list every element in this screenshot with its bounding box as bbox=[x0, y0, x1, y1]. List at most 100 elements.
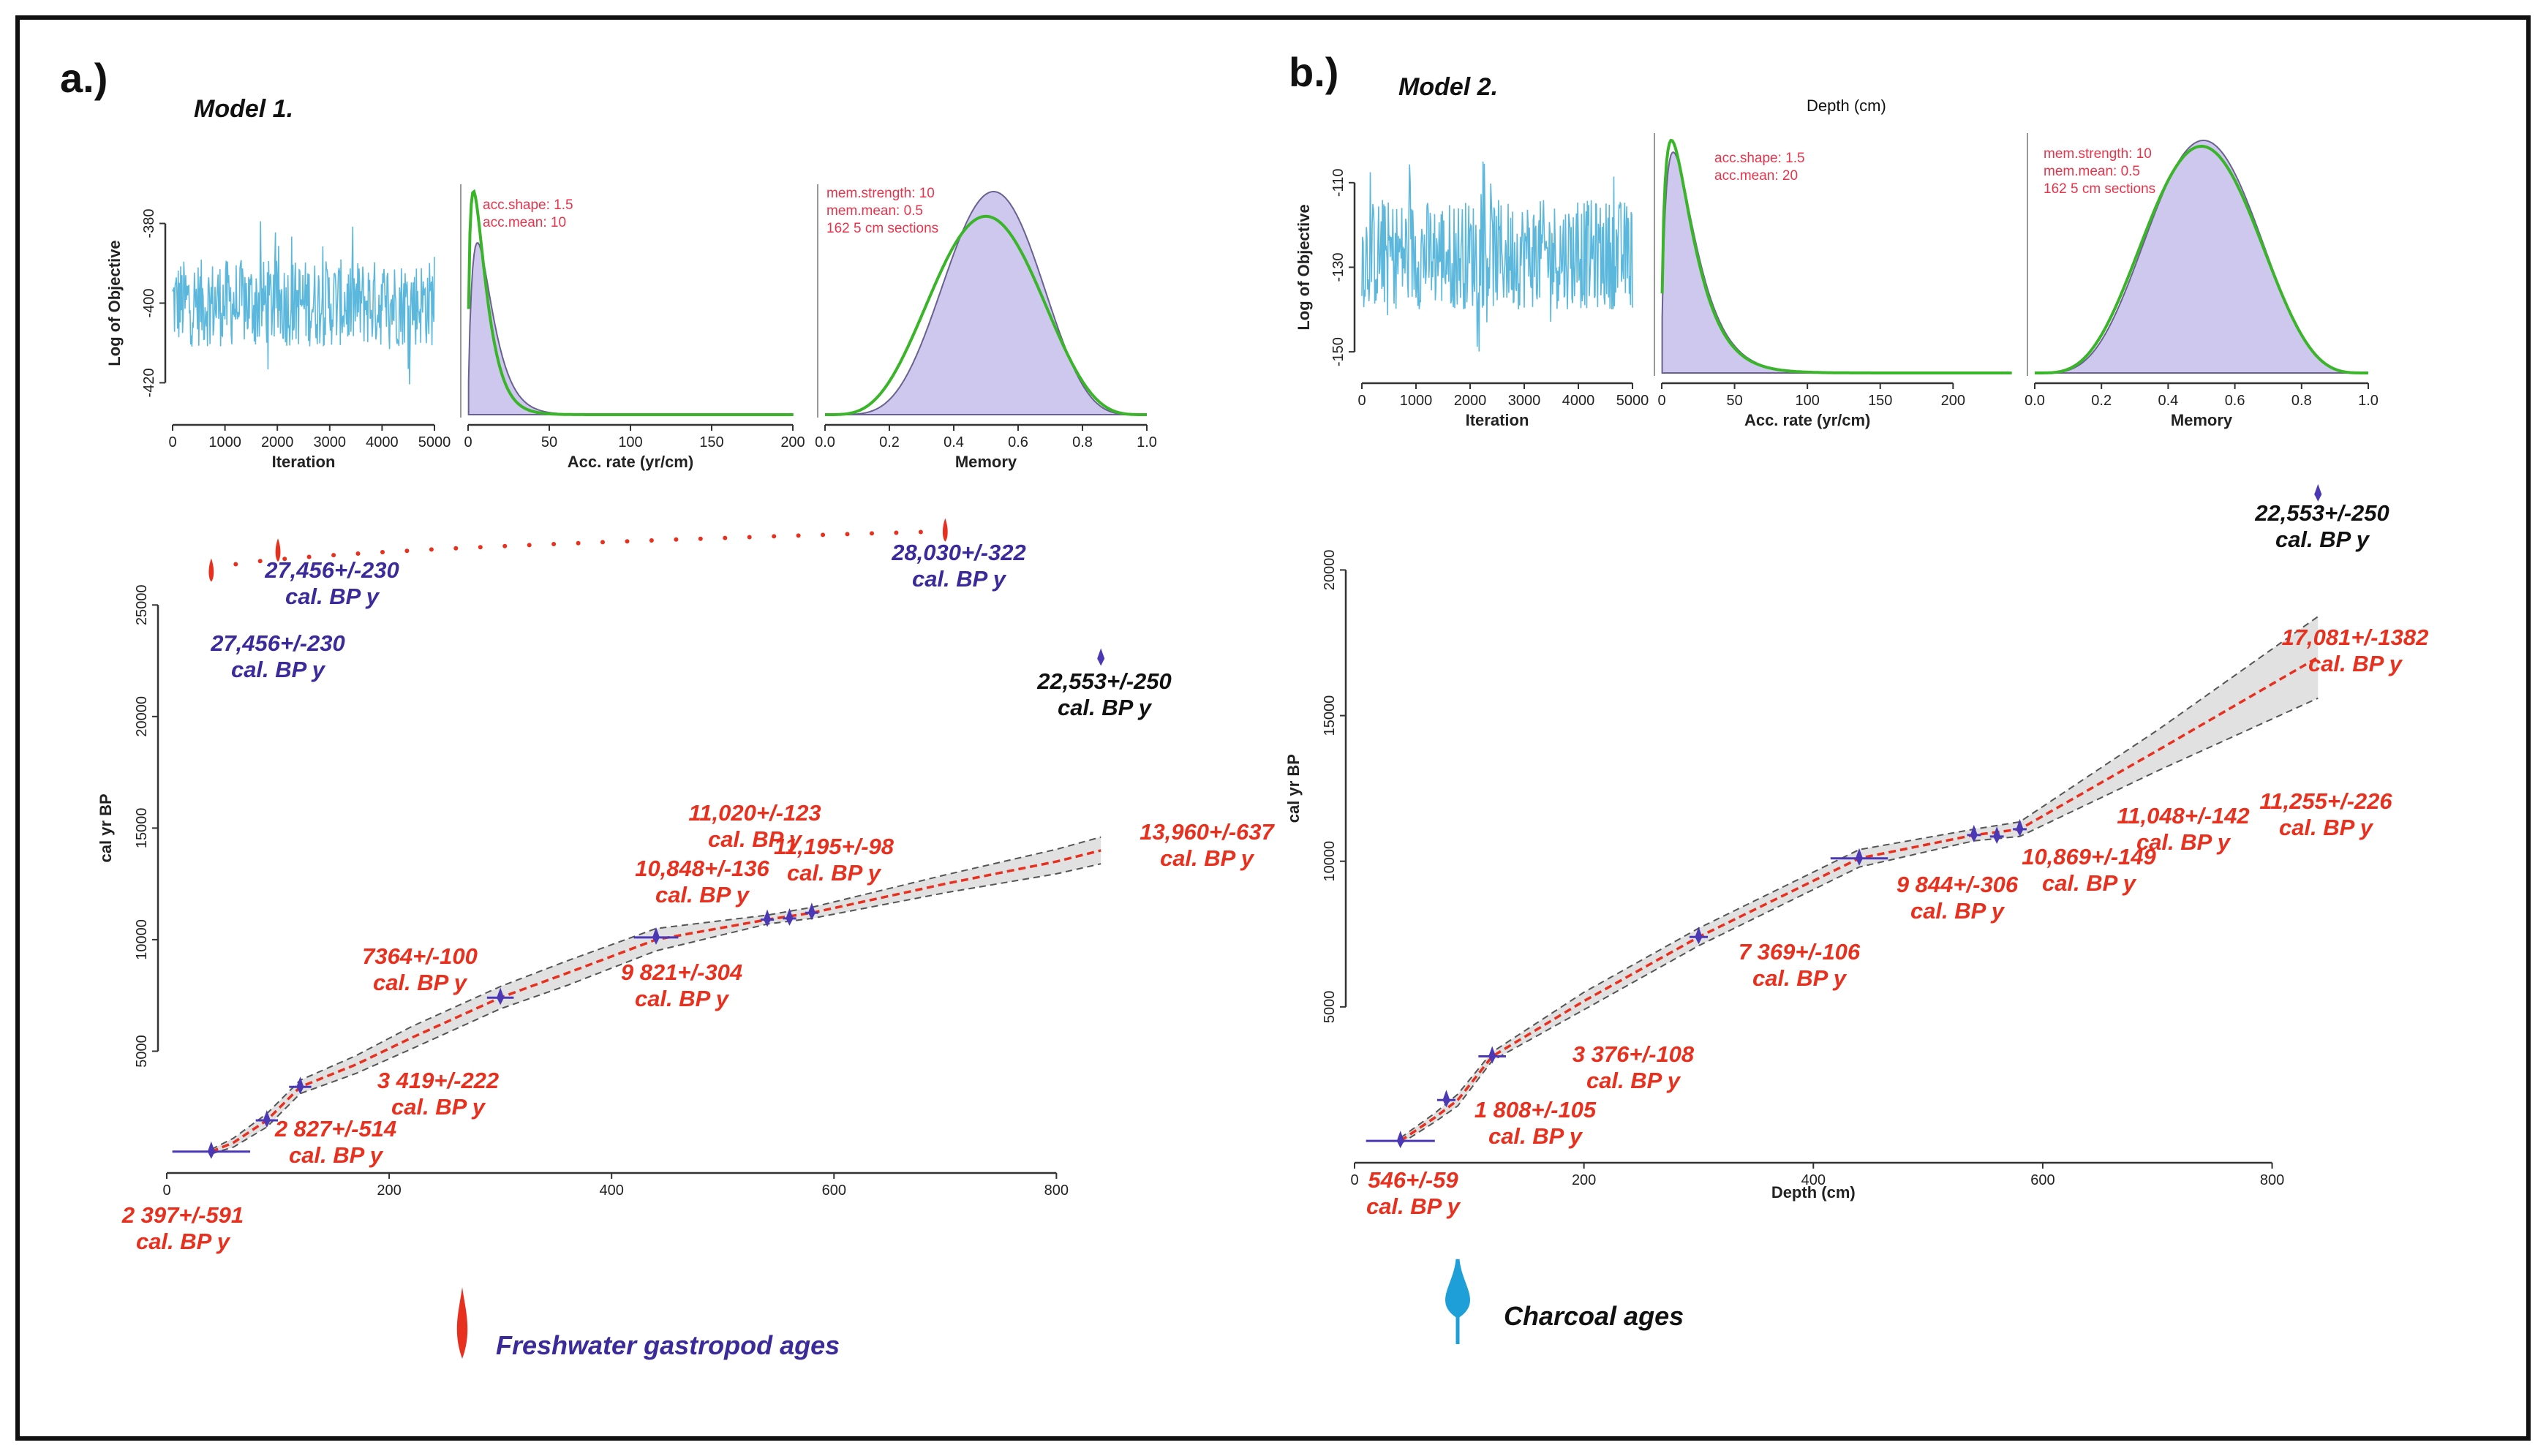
a-main-outlier-dot bbox=[772, 534, 777, 539]
b-main-age-label: 9 844+/-306 bbox=[1897, 872, 2019, 897]
b-memory-x-tick-label: 0.4 bbox=[2158, 393, 2178, 409]
b-accrate-posterior-area bbox=[1661, 151, 2012, 374]
b-main-age-label: cal. BP y bbox=[1586, 1068, 1681, 1093]
panel-b: 0 1000 2000 3000 4000 5000Iteration-150-130-1… bbox=[1284, 133, 2428, 1219]
a-main-date-marker bbox=[207, 1141, 215, 1159]
a-main-date-marker bbox=[1097, 648, 1105, 666]
a-memory-x-tick-label: 1.0 bbox=[1137, 434, 1157, 450]
a-main-age-label: 2 397+/-591 bbox=[121, 1202, 244, 1228]
a-main-outlier-dot bbox=[551, 542, 557, 546]
b-main-age-label: 22,553+/-250 bbox=[2254, 500, 2389, 526]
a-trace-x-tick-label: 1000 bbox=[208, 434, 241, 450]
b-main-date-marker bbox=[1695, 927, 1703, 945]
a-main-date-marker bbox=[652, 927, 660, 945]
a-trace-x-tick-label: 3000 bbox=[314, 434, 347, 450]
a-main-age-label: cal. BP y bbox=[708, 826, 803, 852]
a-main-date-marker bbox=[807, 902, 816, 921]
a-accrate-x-tick-label: 0 bbox=[464, 434, 472, 450]
b-main-y-label: cal yr BP bbox=[1284, 754, 1303, 823]
b-main-x-label: Depth (cm) bbox=[1771, 1183, 1856, 1202]
legend-gastropod: Freshwater gastropod ages bbox=[456, 1287, 840, 1360]
a-trace-trace-line bbox=[172, 221, 435, 385]
a-main-age-label: cal. BP y bbox=[289, 1142, 384, 1168]
b-accrate-param-text: acc.mean: 20 bbox=[1714, 168, 1798, 184]
b-trace-x-tick-label: 0 bbox=[1357, 393, 1366, 409]
a-main-outlier-dot bbox=[698, 536, 703, 541]
a-main-x-tick-label: 200 bbox=[377, 1182, 401, 1199]
b-trace-y-tick-label: -150 bbox=[1330, 337, 1347, 366]
a-accrate-x-tick-label: 50 bbox=[541, 434, 557, 450]
a-main-age-label: 2 827+/-514 bbox=[274, 1116, 396, 1142]
a-main-outlier-dot bbox=[796, 533, 801, 538]
b-main-age-label: 11,048+/-142 bbox=[2117, 803, 2249, 829]
a-memory-x-tick-label: 0.8 bbox=[1072, 434, 1093, 450]
a-main-age-label: cal. BP y bbox=[1058, 695, 1153, 720]
b-main-x-tick-label: 0 bbox=[1350, 1172, 1358, 1188]
b-main-age-label: 11,255+/-226 bbox=[2259, 788, 2392, 814]
b-main-date-marker bbox=[2016, 818, 2024, 837]
a-main-outlier-dot bbox=[355, 551, 361, 556]
b-accrate-param-text: acc.shape: 1.5 bbox=[1714, 151, 1805, 166]
a-main-age-label: cal. BP y bbox=[787, 860, 882, 886]
b-main-y-tick-label: 10000 bbox=[1322, 841, 1338, 882]
a-accrate-x-tick-label: 200 bbox=[780, 434, 805, 450]
panel-a: 0 1000 2000 3000 4000 5000Iteration-420-400-3… bbox=[97, 184, 1276, 1254]
a-main-outlier-dot bbox=[747, 535, 752, 540]
a-main-age-label: cal. BP y bbox=[373, 970, 468, 995]
b-main-age-label: cal. BP y bbox=[1910, 898, 2005, 924]
a-main-outlier-dot bbox=[576, 540, 581, 546]
b-trace-x-tick-label: 4000 bbox=[1562, 393, 1595, 409]
a-main-age-label: cal. BP y bbox=[912, 566, 1007, 592]
b-memory-param-text: mem.mean: 0.5 bbox=[2044, 164, 2140, 179]
b-memory-prior-line bbox=[2035, 144, 2368, 374]
a-trace-x-tick-label: 5000 bbox=[418, 434, 451, 450]
a-trace-y-tick-label: -380 bbox=[141, 209, 157, 238]
b-main-age-label: 1 808+/-105 bbox=[1475, 1097, 1597, 1123]
panel-a-title: Model 1. bbox=[194, 95, 293, 123]
a-main-age-label: 11,020+/-123 bbox=[688, 800, 821, 826]
a-main-date-marker bbox=[786, 908, 794, 926]
b-main-age-label: cal. BP y bbox=[2042, 870, 2137, 896]
a-trace-y-tick-label: -400 bbox=[141, 288, 157, 317]
a-main-outlier-marker bbox=[275, 538, 281, 562]
b-trace-y-tick-label: -130 bbox=[1330, 252, 1347, 282]
a-main-outlier-dot bbox=[918, 529, 923, 535]
a-main-outlier-marker bbox=[942, 518, 948, 542]
a-main-age-label: 9 821+/-304 bbox=[621, 959, 742, 985]
charcoal-marker-icon bbox=[1445, 1259, 1470, 1344]
a-main-age-label: cal. BP y bbox=[136, 1229, 231, 1254]
a-trace-x-tick-label: 2000 bbox=[261, 434, 294, 450]
a-main-y-tick-label: 20000 bbox=[134, 696, 150, 737]
b-main-age-label: cal. BP y bbox=[2279, 815, 2374, 840]
a-trace-x-tick-label: 4000 bbox=[366, 434, 399, 450]
b-memory-param-text: 162 5 cm sections bbox=[2044, 181, 2155, 197]
b-memory-x-label: Memory bbox=[2171, 411, 2233, 429]
a-main-ci-lower-line bbox=[211, 863, 1101, 1155]
b-main-y-tick-label: 20000 bbox=[1322, 550, 1338, 591]
a-main-age-label: 13,960+/-637 bbox=[1140, 819, 1275, 845]
a-main-outlier-dot bbox=[674, 537, 679, 542]
b-main-date-marker bbox=[1488, 1046, 1496, 1064]
b-memory-x-tick-label: 0.0 bbox=[2025, 393, 2045, 409]
a-main-x-tick-label: 600 bbox=[822, 1182, 846, 1199]
a-main-outlier-dot bbox=[502, 543, 508, 548]
legend-gastropod-label: Freshwater gastropod ages bbox=[496, 1330, 840, 1360]
b-accrate-x-tick-label: 150 bbox=[1868, 393, 1892, 409]
b-main-age-label: cal. BP y bbox=[1366, 1193, 1461, 1219]
a-main-date-marker bbox=[296, 1076, 304, 1095]
a-main-age-label: 3 419+/-222 bbox=[377, 1068, 499, 1093]
a-main-date-marker bbox=[497, 987, 505, 1006]
a-memory-x-tick-label: 0.0 bbox=[815, 434, 835, 450]
a-accrate-prior-line bbox=[467, 189, 794, 416]
b-trace-y-tick-label: -110 bbox=[1330, 169, 1347, 197]
legend-charcoal: Charcoal ages bbox=[1445, 1259, 1684, 1344]
a-main-age-label: 7364+/-100 bbox=[362, 943, 478, 969]
a-main-outlier-dot bbox=[380, 550, 385, 554]
a-accrate-x-label: Acc. rate (yr/cm) bbox=[568, 453, 693, 471]
a-main-age-model-line bbox=[211, 849, 1101, 1153]
a-accrate-param-text: acc.mean: 10 bbox=[483, 215, 566, 230]
a-main-age-label: cal. BP y bbox=[1160, 845, 1255, 871]
a-main-outlier-dot bbox=[453, 546, 459, 551]
b-memory-x-tick-label: 1.0 bbox=[2358, 393, 2379, 409]
b-main-date-marker bbox=[1396, 1131, 1404, 1149]
